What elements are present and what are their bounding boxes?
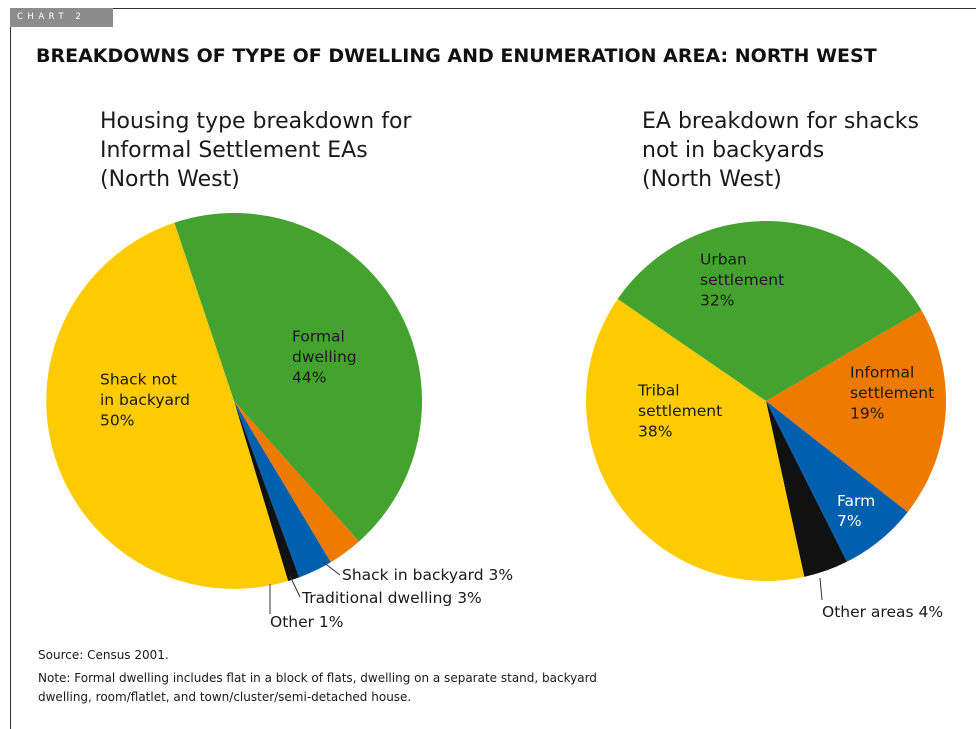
pie-slice-shack-in-backyard bbox=[234, 401, 359, 563]
pie-slice-tribal-settlement bbox=[586, 299, 805, 582]
pie-1-title-line: Informal Settlement EAs bbox=[100, 138, 368, 163]
slice-label-line: Tribal bbox=[637, 382, 680, 400]
leader-line-traditional-dwelling bbox=[289, 575, 301, 598]
slice-label-shack-not-in-backyard: Shack not in backyard 50% bbox=[100, 371, 190, 430]
pie-1-title-line: (North West) bbox=[100, 167, 240, 192]
pie-slice-other bbox=[234, 401, 300, 582]
pie-2-title-line: EA breakdown for shacks bbox=[642, 109, 920, 134]
pie-slice-farm bbox=[766, 401, 908, 562]
slice-label-other-areas: Other areas 4% bbox=[822, 603, 943, 621]
slice-label-line: Informal bbox=[850, 364, 914, 382]
leader-line-other-areas bbox=[819, 577, 823, 601]
slice-value-tribal-settlement: 38% bbox=[638, 422, 672, 440]
slice-value-shack-not-in-backyard: 50% bbox=[100, 411, 134, 429]
slice-label-informal-settlement: Informal settlement 19% bbox=[850, 364, 934, 423]
pie-1-title-line: Housing type breakdown for bbox=[100, 109, 412, 134]
pie-chart-housing-type: Formal dwelling 44% Shack in backyard 3% Tra… bbox=[46, 213, 513, 631]
pie-slice-informal-settlement bbox=[766, 310, 946, 513]
slice-value-formal-dwelling: 44% bbox=[292, 368, 326, 386]
slice-label-line: settlement bbox=[638, 402, 722, 420]
slice-label-shack-in-backyard: Shack in backyard 3% bbox=[342, 566, 513, 584]
pie-2-title-line: (North West) bbox=[642, 167, 782, 192]
frame-top-rule bbox=[10, 8, 976, 9]
slice-label-line: Urban bbox=[700, 251, 747, 269]
slice-label-tribal-settlement: Tribal settlement 38% bbox=[637, 382, 722, 441]
slice-label-traditional-dwelling: Traditional dwelling 3% bbox=[301, 589, 482, 607]
leader-line-shack-in-backyard bbox=[322, 561, 341, 576]
chart-number-tag: CHART 2 bbox=[10, 8, 113, 27]
slice-label-line: Formal bbox=[292, 328, 345, 346]
slice-label-urban-settlement: Urban settlement 32% bbox=[700, 251, 784, 310]
pie-slice-shack-not-in-backyard bbox=[46, 222, 289, 589]
pie-slice-formal-dwelling bbox=[174, 213, 423, 542]
slice-label-line: settlement bbox=[700, 271, 784, 289]
pie-chart-ea-breakdown: Urban settlement 32% Informal settlement 19% F… bbox=[586, 221, 946, 621]
figure-title: BREAKDOWNS OF TYPE OF DWELLING AND ENUME… bbox=[36, 45, 877, 67]
pie-slice-other-areas bbox=[766, 401, 847, 577]
pie-2-title: EA breakdown for shacks not in backyards… bbox=[642, 107, 919, 194]
pie-2-title-line: not in backyards bbox=[642, 138, 825, 163]
slice-label-line: settlement bbox=[850, 384, 934, 402]
footnote: Note: Formal dwelling includes flat in a… bbox=[38, 671, 597, 704]
slice-value-farm: 7% bbox=[837, 512, 862, 530]
slice-value-urban-settlement: 32% bbox=[700, 291, 734, 309]
slice-label-line: Shack not bbox=[100, 371, 177, 389]
pie-1-title: Housing type breakdown for Informal Sett… bbox=[100, 107, 411, 194]
slice-label-farm: Farm 7% bbox=[837, 492, 875, 530]
slice-value-informal-settlement: 19% bbox=[850, 404, 884, 422]
slice-label-line: Farm bbox=[837, 492, 875, 510]
pie-slice-urban-settlement bbox=[617, 221, 922, 401]
slice-label-formal-dwelling: Formal dwelling 44% bbox=[292, 328, 357, 387]
frame-left-rule bbox=[10, 8, 11, 729]
pie-slice-traditional-dwelling bbox=[234, 401, 331, 578]
slice-label-line: dwelling bbox=[292, 348, 357, 366]
slice-label-other: Other 1% bbox=[270, 613, 344, 631]
slice-label-line: in backyard bbox=[100, 391, 190, 409]
source-note: Source: Census 2001. bbox=[38, 648, 169, 662]
